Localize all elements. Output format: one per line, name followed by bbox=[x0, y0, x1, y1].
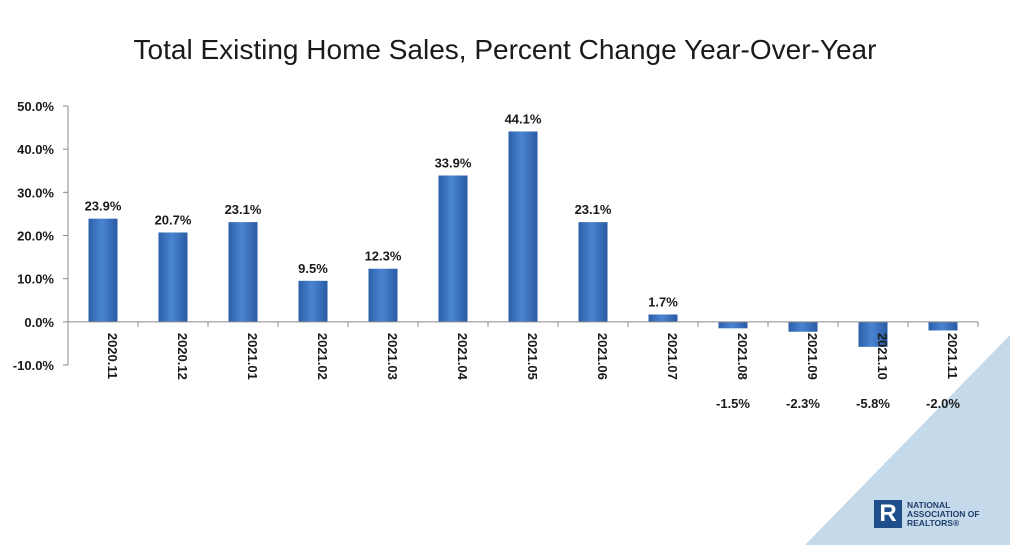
y-tick-label: -10.0% bbox=[13, 358, 55, 373]
y-tick-label: 50.0% bbox=[17, 99, 54, 114]
bars bbox=[88, 131, 958, 347]
x-tick-label: 2021.04 bbox=[455, 333, 470, 381]
bar bbox=[158, 232, 188, 322]
y-tick-label: 30.0% bbox=[17, 185, 54, 200]
x-tick-label: 2021.09 bbox=[805, 333, 820, 380]
y-axis: 50.0% 40.0% 30.0% 20.0% 10.0% 0.0% -10.0% bbox=[13, 99, 69, 373]
y-tick-label: 0.0% bbox=[24, 315, 54, 330]
bar bbox=[858, 321, 888, 347]
bar bbox=[438, 175, 468, 322]
bar bbox=[578, 222, 608, 322]
chart-title: Total Existing Home Sales, Percent Chang… bbox=[133, 34, 877, 65]
logo-line-2: ASSOCIATION OF bbox=[907, 508, 980, 519]
bar bbox=[88, 218, 118, 322]
x-tick-label: 2021.01 bbox=[245, 333, 260, 380]
data-label: 1.7% bbox=[648, 294, 678, 309]
bar bbox=[718, 321, 748, 329]
x-tick-label: 2021.10 bbox=[875, 333, 890, 380]
nar-logo: R NATIONAL ASSOCIATION OF REALTORS® bbox=[874, 500, 980, 528]
x-tick-label: 2021.11 bbox=[945, 333, 960, 379]
x-tick-label: 2021.05 bbox=[525, 333, 540, 380]
data-label: 9.5% bbox=[298, 261, 328, 276]
data-label: 23.1% bbox=[575, 202, 612, 217]
bar bbox=[508, 131, 538, 322]
realtor-r-icon: R bbox=[874, 500, 902, 528]
bar bbox=[298, 280, 328, 322]
data-label: 33.9% bbox=[435, 155, 472, 170]
data-label: -1.5% bbox=[716, 396, 750, 411]
logo-line-3: REALTORS® bbox=[907, 517, 960, 528]
bar bbox=[648, 314, 678, 322]
x-tick-label: 2021.07 bbox=[665, 333, 680, 380]
data-label: 44.1% bbox=[505, 111, 542, 126]
bar bbox=[788, 321, 818, 332]
x-tick-label: 2020.12 bbox=[175, 333, 190, 380]
data-label: 23.9% bbox=[85, 199, 122, 214]
logo-line-1: NATIONAL bbox=[907, 499, 951, 510]
data-label: -2.3% bbox=[786, 396, 820, 411]
y-tick-label: 10.0% bbox=[17, 272, 54, 287]
x-axis: 2020.11 2020.12 2021.01 2021.02 2021.03 2021.… bbox=[67, 321, 979, 381]
data-label: -2.0% bbox=[926, 396, 960, 411]
data-label: 23.1% bbox=[225, 202, 262, 217]
bar bbox=[368, 268, 398, 322]
y-tick-label: 40.0% bbox=[17, 142, 54, 157]
data-labels: 23.9% 20.7% 23.1% 9.5% 12.3% 33.9% 44.1% 23.1% 1… bbox=[85, 111, 961, 411]
x-tick-label: 2021.08 bbox=[735, 333, 750, 380]
data-label: 12.3% bbox=[365, 249, 402, 264]
x-tick-label: 2021.03 bbox=[385, 333, 400, 380]
bar bbox=[928, 321, 958, 331]
logo-text: NATIONAL ASSOCIATION OF REALTORS® bbox=[907, 499, 980, 528]
x-tick-label: 2021.06 bbox=[595, 333, 610, 380]
data-label: -5.8% bbox=[856, 396, 890, 411]
bar bbox=[228, 222, 258, 322]
y-tick-label: 20.0% bbox=[17, 229, 54, 244]
x-tick-label: 2020.11 bbox=[105, 333, 120, 379]
x-tick-label: 2021.02 bbox=[315, 333, 330, 380]
data-label: 20.7% bbox=[155, 212, 192, 227]
